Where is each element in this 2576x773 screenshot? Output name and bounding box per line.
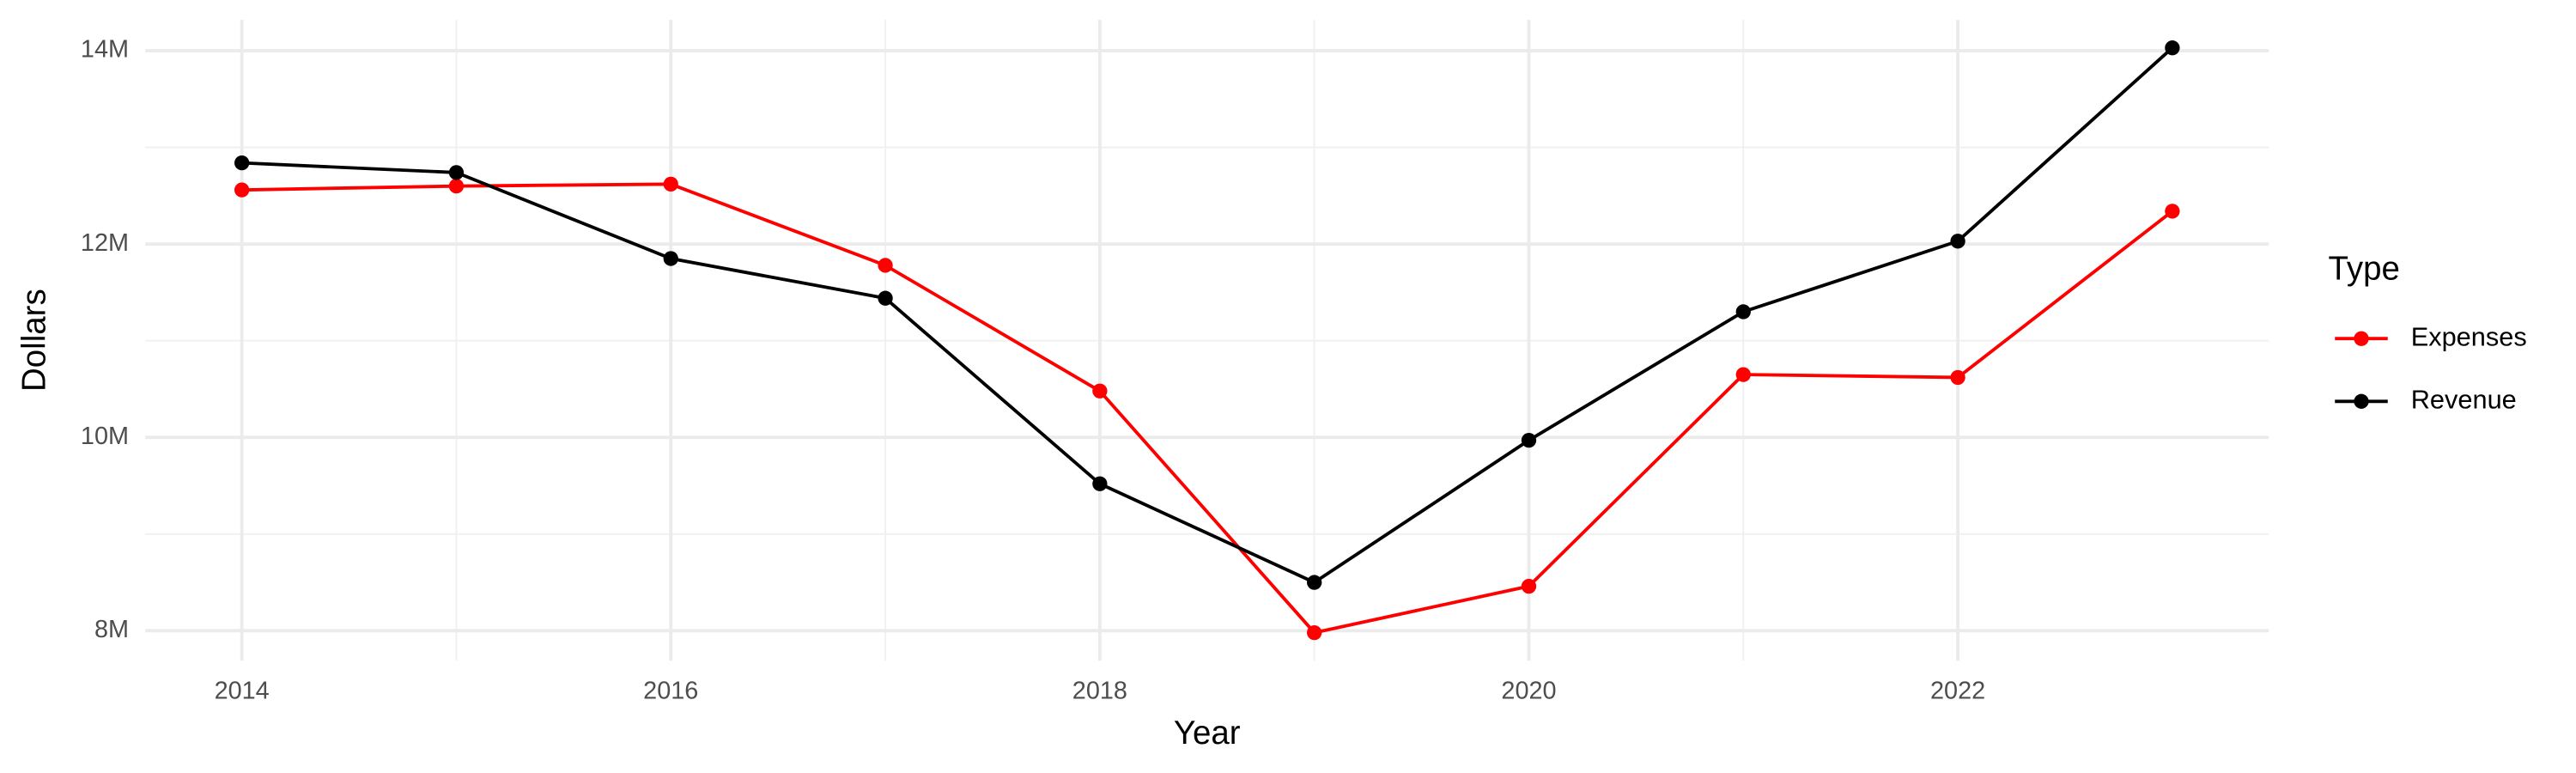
data-point xyxy=(1735,304,1751,320)
data-point xyxy=(1521,432,1537,448)
x-axis-title: Year xyxy=(1174,715,1241,752)
legend-label: Expenses xyxy=(2411,321,2527,351)
y-tick-label: 10M xyxy=(81,423,129,450)
y-axis-title: Dollars xyxy=(15,289,52,392)
legend-marker xyxy=(2354,393,2369,409)
data-point xyxy=(2165,40,2180,56)
data-point xyxy=(448,165,465,180)
data-point xyxy=(234,155,250,171)
series-line xyxy=(241,46,2174,585)
series-line xyxy=(241,182,2174,635)
x-tick-label: 2016 xyxy=(643,677,698,704)
data-point xyxy=(878,290,893,306)
data-point xyxy=(1521,578,1537,594)
y-tick-label: 14M xyxy=(81,36,129,64)
y-tick-label: 12M xyxy=(81,229,129,257)
data-point xyxy=(234,182,250,198)
data-point xyxy=(663,251,678,266)
data-point xyxy=(878,258,893,273)
x-tick-label: 2020 xyxy=(1501,677,1556,704)
x-tick-label: 2018 xyxy=(1072,677,1127,704)
data-point xyxy=(2165,204,2180,219)
legend-title: Type xyxy=(2329,251,2400,288)
data-point xyxy=(663,176,678,192)
data-point xyxy=(1307,624,1322,641)
data-point xyxy=(1950,234,1965,249)
x-tick-label: 2022 xyxy=(1930,677,1985,704)
data-point xyxy=(448,178,465,194)
x-tick-label: 2014 xyxy=(215,677,270,704)
data-point xyxy=(1307,575,1322,590)
data-point xyxy=(1092,476,1108,491)
legend-label: Revenue xyxy=(2411,384,2517,414)
data-point xyxy=(1735,367,1751,382)
y-tick-label: 8M xyxy=(94,616,129,643)
legend-marker xyxy=(2354,331,2369,346)
data-point xyxy=(1092,383,1108,399)
data-point xyxy=(1950,369,1965,386)
